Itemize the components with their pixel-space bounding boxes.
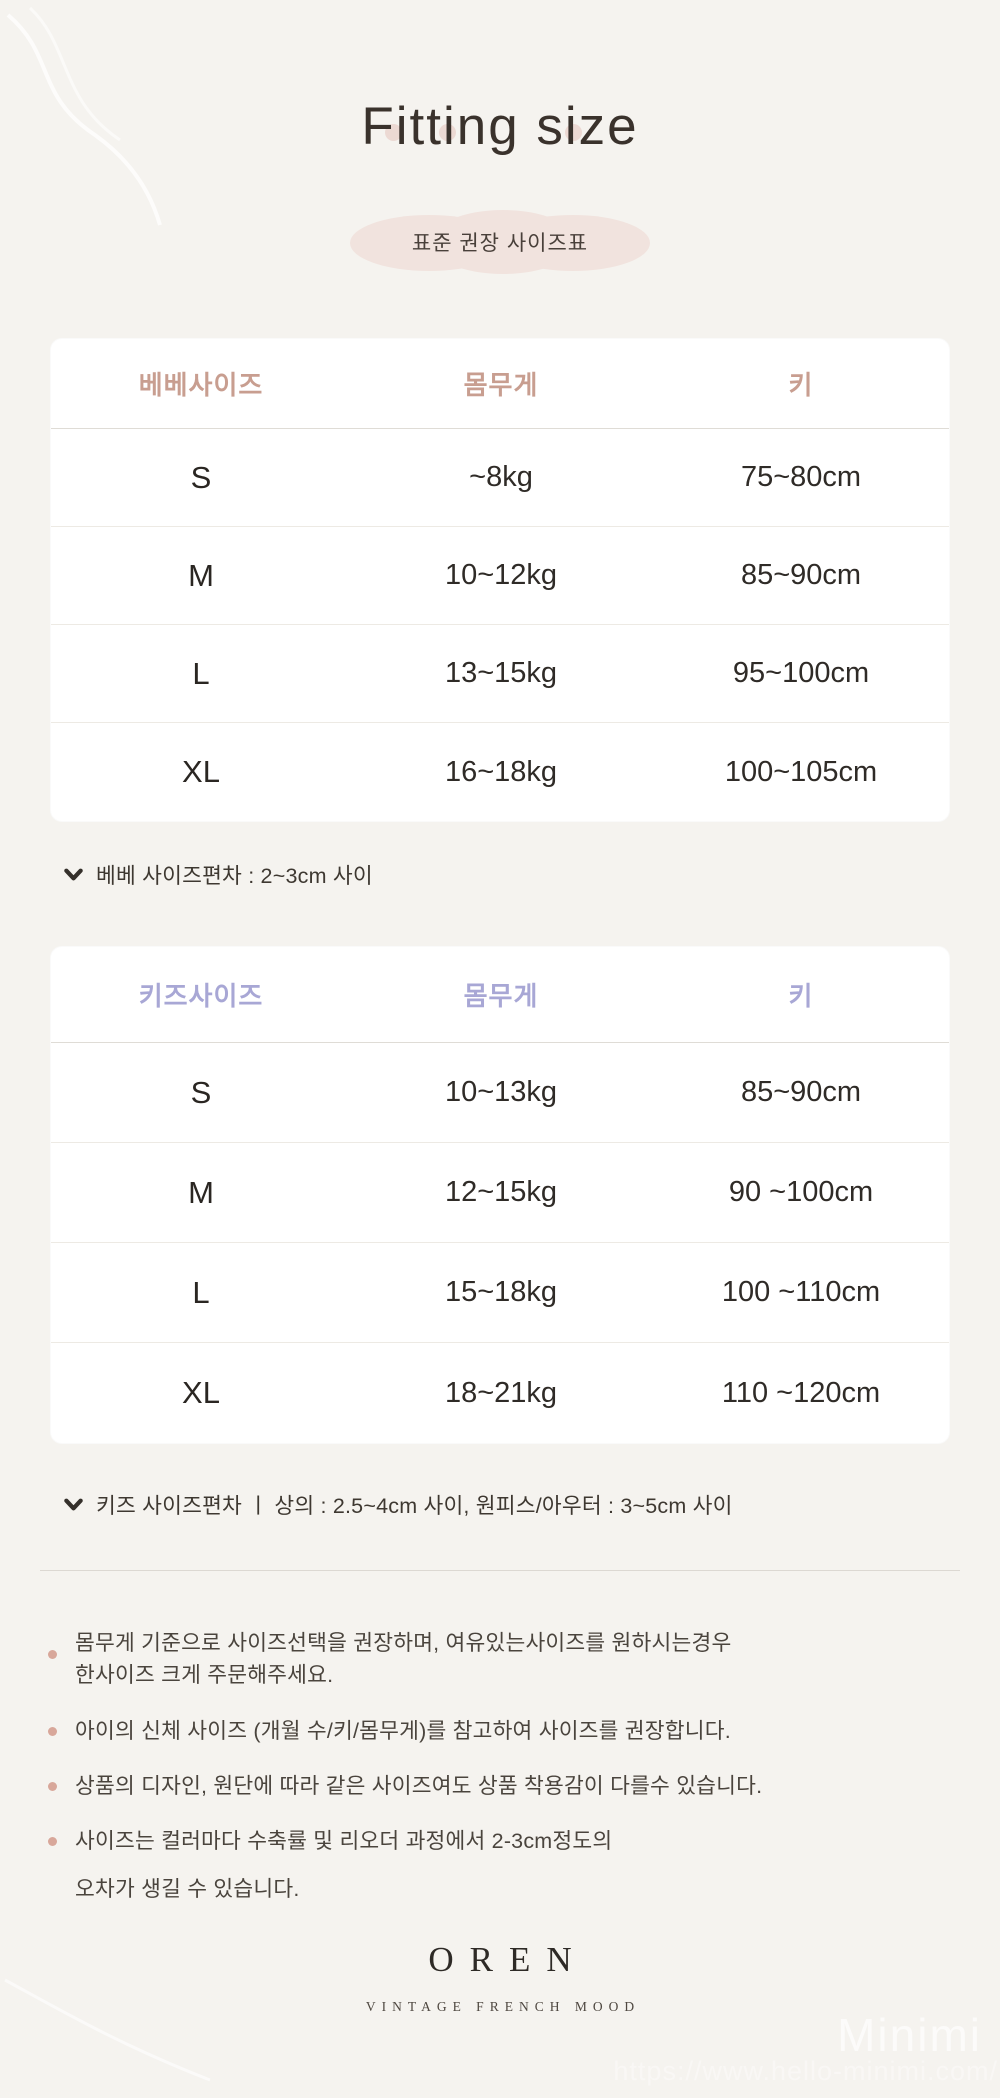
list-item-text: 사이즈는 컬러마다 수축률 및 리오더 과정에서 2-3cm정도의 — [75, 1829, 613, 1853]
size-cell: M — [188, 557, 214, 593]
chevron-down-icon — [64, 868, 83, 882]
bullet-dot-icon — [48, 1781, 57, 1791]
table-row: XL 16~18kg 100~105cm — [51, 723, 949, 821]
weight-cell: 16~18kg — [444, 755, 558, 788]
height-cell: 100~105cm — [724, 755, 878, 788]
height-cell: 85~90cm — [740, 559, 862, 591]
kids-size-table: 키즈사이즈 몸무게 키 S 10~13kg 85~90cm M 12~15kg … — [50, 946, 950, 1444]
watermark-url: https://www.hello-minimi.com/ — [613, 2056, 998, 2086]
weight-cell: 10~13kg — [444, 1076, 558, 1108]
table-row: S 10~13kg 85~90cm — [51, 1043, 949, 1143]
note-text: 키즈 사이즈편차 ㅣ 상의 : 2.5~4cm 사이, 원피스/아우터 : 3~… — [96, 1494, 733, 1518]
watermark-name: Minimi — [837, 2009, 982, 2061]
title-i-dot-icon — [565, 124, 582, 141]
height-cell: 100 ~110cm — [721, 1276, 881, 1308]
title-section: Fitting size — [0, 0, 1000, 192]
badge-label: 표준 권장 사이즈표 — [411, 232, 589, 255]
table-row: L 15~18kg 100 ~110cm — [51, 1243, 949, 1343]
table-header-row: 키즈사이즈 몸무게 키 — [51, 947, 949, 1043]
list-item: 사이즈는 컬러마다 수축률 및 리오더 과정에서 2-3cm정도의 오차가 생길… — [46, 1825, 960, 1906]
list-item-text: 오차가 생길 수 있습니다. — [75, 1877, 300, 1902]
column-header-height: 키 — [788, 981, 814, 1011]
weight-cell: 18~21kg — [444, 1376, 558, 1409]
height-cell: 90 ~100cm — [728, 1176, 874, 1208]
size-cell: XL — [182, 754, 220, 789]
badge-ellipse — [430, 210, 576, 274]
bullet-dot-icon — [48, 1726, 57, 1736]
brand-logo: OREN — [428, 1939, 588, 1979]
list-item: 아이의 신체 사이즈 (개월 수/키/몸무게)를 참고하여 사이즈를 권장합니다… — [46, 1715, 960, 1747]
height-cell: 95~100cm — [732, 657, 870, 689]
size-cell: XL — [182, 1375, 220, 1410]
bebe-size-note: 베베 사이즈편차 : 2~3cm 사이 — [0, 859, 1000, 890]
column-header-size: 키즈사이즈 — [138, 981, 264, 1011]
weight-cell: 10~12kg — [444, 559, 558, 591]
brand-footer: OREN VINTAGE FRENCH MOOD — [0, 1940, 1000, 2015]
bullet-dot-icon — [48, 1837, 57, 1846]
size-cell: S — [190, 1074, 212, 1110]
note-text: 베베 사이즈편차 : 2~3cm 사이 — [96, 864, 373, 888]
column-header-size: 베베사이즈 — [138, 370, 264, 400]
title-i-dot-icon — [385, 124, 402, 141]
bebe-size-table: 베베사이즈 몸무게 키 S ~8kg 75~80cm M 10~12kg 85~… — [50, 338, 950, 822]
list-item-text: 몸무게 기준으로 사이즈선택을 권장하며, 여유있는사이즈를 원하시는경우 — [75, 1631, 732, 1655]
size-cell: L — [192, 655, 210, 691]
page-title: Fitting size — [361, 97, 639, 156]
size-cell: S — [190, 459, 212, 495]
section-divider — [40, 1570, 960, 1571]
weight-cell: 13~15kg — [444, 657, 558, 689]
list-item: 몸무게 기준으로 사이즈선택을 권장하며, 여유있는사이즈를 원하시는경우 한사… — [46, 1627, 960, 1692]
weight-cell: 15~18kg — [444, 1276, 558, 1308]
table-row: M 12~15kg 90 ~100cm — [51, 1143, 949, 1243]
weight-cell: ~8kg — [469, 461, 533, 493]
table-header-row: 베베사이즈 몸무게 키 — [51, 339, 949, 429]
bullet-dot-icon — [48, 1650, 57, 1659]
height-cell: 75~80cm — [740, 461, 862, 493]
kids-size-note: 키즈 사이즈편차 ㅣ 상의 : 2.5~4cm 사이, 원피스/아우터 : 3~… — [0, 1489, 1000, 1520]
table-row: XL 18~21kg 110 ~120cm — [51, 1343, 949, 1443]
list-item-text: 아이의 신체 사이즈 (개월 수/키/몸무게)를 참고하여 사이즈를 권장합니다… — [75, 1718, 731, 1743]
chevron-down-icon — [64, 1498, 83, 1512]
size-cell: M — [188, 1174, 214, 1210]
weight-cell: 12~15kg — [444, 1176, 558, 1208]
height-cell: 85~90cm — [740, 1076, 862, 1108]
guidance-list: 몸무게 기준으로 사이즈선택을 권장하며, 여유있는사이즈를 원하시는경우 한사… — [46, 1627, 960, 1906]
column-header-weight: 몸무게 — [463, 981, 539, 1011]
height-cell: 110 ~120cm — [721, 1376, 881, 1409]
column-header-height: 키 — [788, 370, 814, 400]
table-row: L 13~15kg 95~100cm — [51, 625, 949, 723]
list-item-text: 한사이즈 크게 주문해주세요. — [75, 1663, 334, 1688]
list-item: 상품의 디자인, 원단에 따라 같은 사이즈여도 상품 착용감이 다를수 있습니… — [46, 1770, 960, 1802]
subtitle-badge: 표준 권장 사이즈표 — [350, 210, 650, 274]
brand-tagline: VINTAGE FRENCH MOOD — [365, 1998, 641, 2014]
table-row: S ~8kg 75~80cm — [51, 429, 949, 527]
title-i-dot-icon — [439, 124, 456, 141]
size-cell: L — [192, 1274, 210, 1310]
list-item-text: 상품의 디자인, 원단에 따라 같은 사이즈여도 상품 착용감이 다를수 있습니… — [75, 1773, 763, 1798]
table-row: M 10~12kg 85~90cm — [51, 527, 949, 625]
column-header-weight: 몸무게 — [463, 370, 539, 400]
